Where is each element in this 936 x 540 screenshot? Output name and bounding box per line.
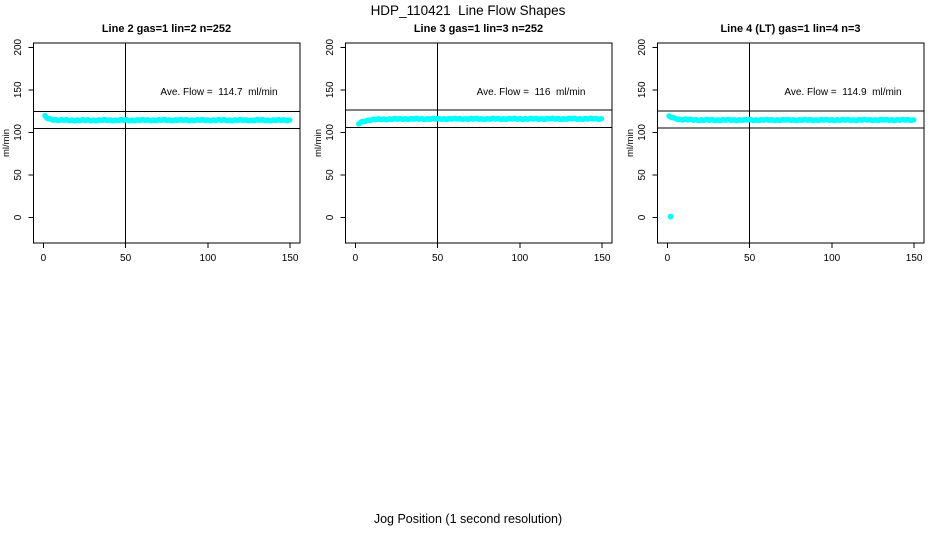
ave-flow-annotation: Ave. Flow = 116 ml/min	[477, 87, 586, 98]
y-tick-label: 0	[13, 214, 24, 220]
flow-point	[911, 117, 917, 123]
y-tick-label: 50	[13, 169, 24, 181]
y-tick-label: 0	[637, 214, 648, 220]
y-tick-label: 50	[325, 169, 336, 181]
y-tick-label: 150	[13, 81, 24, 98]
panel-line-2: Line 2 gas=1 lin=2 n=252 0 50 100 150 0 50 100…	[0, 0, 312, 280]
flow-point	[598, 115, 605, 122]
panel-title: Line 3 gas=1 lin=3 n=252	[413, 23, 544, 35]
y-axis-title: ml/min	[1, 129, 12, 157]
y-tick-label: 100	[13, 124, 24, 141]
scatter-plot: 0 50 100 150 0 50 100 150 200 ml/min Ave. Flow = 1…	[1, 38, 301, 264]
panel-line-4: Line 4 (LT) gas=1 lin=4 n=3 0 50 100 150 0 50…	[624, 0, 936, 280]
x-tick-label: 0	[41, 253, 47, 264]
flow-point	[287, 117, 293, 123]
y-tick-label: 100	[325, 124, 336, 141]
x-tick-label: 150	[906, 253, 923, 264]
y-tick-label: 150	[637, 81, 648, 98]
y-tick-label: 50	[637, 169, 648, 181]
outlier-point	[667, 213, 674, 220]
y-tick-label: 200	[637, 38, 648, 55]
chart-title: HDP_110421 Line Flow Shapes	[370, 3, 566, 18]
panel-title: Line 4 (LT) gas=1 lin=4 n=3	[720, 23, 861, 35]
y-axis-title: ml/min	[625, 129, 636, 157]
y-axis-title: ml/min	[313, 129, 324, 157]
x-tick-label: 50	[120, 253, 132, 264]
x-tick-label: 100	[512, 253, 529, 264]
x-tick-label: 150	[282, 253, 299, 264]
scatter-plot: 0 50 100 150 0 50 100 150 200 ml/min Ave. Flow = 1…	[313, 38, 613, 264]
x-axis-label: Jog Position (1 second resolution)	[373, 512, 563, 526]
x-tick-label: 0	[665, 253, 671, 264]
x-tick-label: 50	[744, 253, 756, 264]
x-tick-label: 100	[200, 253, 217, 264]
y-tick-label: 0	[325, 214, 336, 220]
x-tick-label: 100	[824, 253, 841, 264]
panel-line-3: Line 3 gas=1 lin=3 n=252 0 50 100 150 0 50 100…	[312, 0, 624, 280]
scatter-plot: 0 50 100 150 0 50 100 150 200 ml/min Ave. Flow = 1…	[625, 38, 925, 264]
plot-box	[345, 42, 613, 244]
y-tick-label: 150	[325, 81, 336, 98]
y-tick-label: 100	[637, 124, 648, 141]
plot-box	[33, 42, 301, 244]
x-tick-label: 50	[432, 253, 444, 264]
ave-flow-annotation: Ave. Flow = 114.7 ml/min	[160, 87, 277, 98]
x-tick-label: 150	[594, 253, 611, 264]
y-tick-label: 200	[13, 38, 24, 55]
x-tick-label: 0	[353, 253, 359, 264]
plot-box	[657, 42, 925, 244]
panel-title: Line 2 gas=1 lin=2 n=252	[101, 23, 232, 35]
ave-flow-annotation: Ave. Flow = 114.9 ml/min	[784, 87, 901, 98]
y-tick-label: 200	[325, 38, 336, 55]
